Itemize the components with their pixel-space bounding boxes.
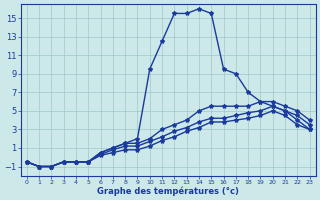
X-axis label: Graphe des températures (°c): Graphe des températures (°c) [97,186,239,196]
